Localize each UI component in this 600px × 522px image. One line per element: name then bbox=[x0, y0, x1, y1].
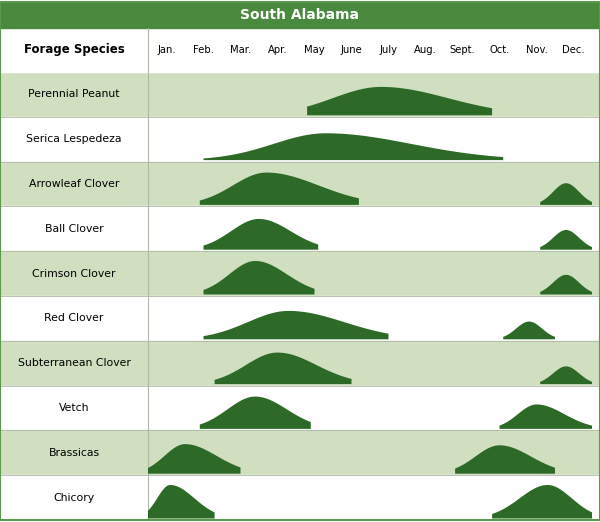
Text: South Alabama: South Alabama bbox=[241, 8, 359, 22]
Text: Jan.: Jan. bbox=[157, 45, 176, 55]
Text: Subterranean Clover: Subterranean Clover bbox=[17, 358, 130, 368]
Text: Feb.: Feb. bbox=[193, 45, 214, 55]
Text: Forage Species: Forage Species bbox=[23, 43, 124, 56]
Text: Aug.: Aug. bbox=[414, 45, 437, 55]
Text: Arrowleaf Clover: Arrowleaf Clover bbox=[29, 179, 119, 189]
Text: May: May bbox=[304, 45, 325, 55]
Text: Oct.: Oct. bbox=[490, 45, 509, 55]
Text: Perennial Peanut: Perennial Peanut bbox=[28, 89, 120, 99]
Text: Serica Lespedeza: Serica Lespedeza bbox=[26, 134, 122, 144]
Text: Dec.: Dec. bbox=[562, 45, 585, 55]
Text: Apr.: Apr. bbox=[268, 45, 287, 55]
Text: July: July bbox=[380, 45, 398, 55]
Text: Vetch: Vetch bbox=[59, 403, 89, 413]
Text: Nov.: Nov. bbox=[526, 45, 547, 55]
Text: Sept.: Sept. bbox=[449, 45, 475, 55]
Text: June: June bbox=[341, 45, 362, 55]
Text: Ball Clover: Ball Clover bbox=[44, 224, 103, 234]
Text: Chicory: Chicory bbox=[53, 493, 95, 503]
Text: Brassicas: Brassicas bbox=[49, 448, 100, 458]
Text: Mar.: Mar. bbox=[230, 45, 251, 55]
Text: Red Clover: Red Clover bbox=[44, 313, 104, 324]
Text: Crimson Clover: Crimson Clover bbox=[32, 269, 116, 279]
